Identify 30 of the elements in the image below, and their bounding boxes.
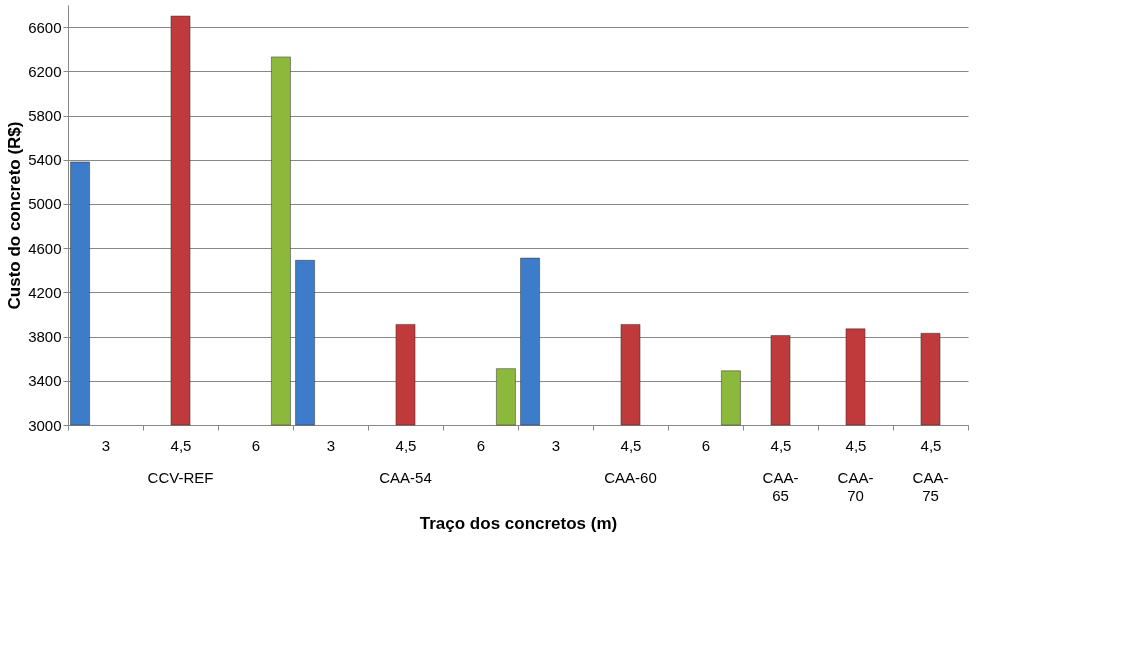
y-tick-label: 5400 <box>28 151 62 169</box>
x-tick-label: 6 <box>251 436 261 454</box>
text: CAA-75 <box>912 469 949 504</box>
x-tick-label: 4,5 <box>170 436 192 454</box>
y-tick-label: 5000 <box>28 195 62 213</box>
y-tick-label: 3000 <box>28 416 62 434</box>
x-axis-title: Traço dos concretos (m) <box>419 513 618 533</box>
y-tick-label: 6600 <box>28 18 62 36</box>
x-tick-label: 4,5 <box>845 436 867 454</box>
y-tick-label: 3800 <box>28 328 62 346</box>
x-tick-label: 4,5 <box>395 436 417 454</box>
y-tick-label: 4200 <box>28 283 62 301</box>
text: CCV-REF <box>147 469 214 486</box>
text: CAA-70 <box>837 469 874 504</box>
x-tick-label: 3 <box>551 436 561 454</box>
x-tick-label: 6 <box>476 436 486 454</box>
x-tick-label: 3 <box>326 436 336 454</box>
y-tick-label: 6200 <box>28 62 62 80</box>
y-tick-label: 3400 <box>28 372 62 390</box>
text: CAA-54 <box>379 469 432 486</box>
text: CAA-60 <box>604 469 657 486</box>
x-tick-label: 4,5 <box>920 436 942 454</box>
x-tick-label: 4,5 <box>770 436 792 454</box>
text: CAA-65 <box>762 469 799 504</box>
y-axis-title: Custo do concreto (R$) <box>5 121 25 310</box>
x-tick-label: 6 <box>701 436 711 454</box>
y-tick-label: 4600 <box>28 239 62 257</box>
y-tick-label: 5800 <box>28 107 62 125</box>
x-tick-label: 4,5 <box>620 436 642 454</box>
x-tick-label: 3 <box>101 436 111 454</box>
